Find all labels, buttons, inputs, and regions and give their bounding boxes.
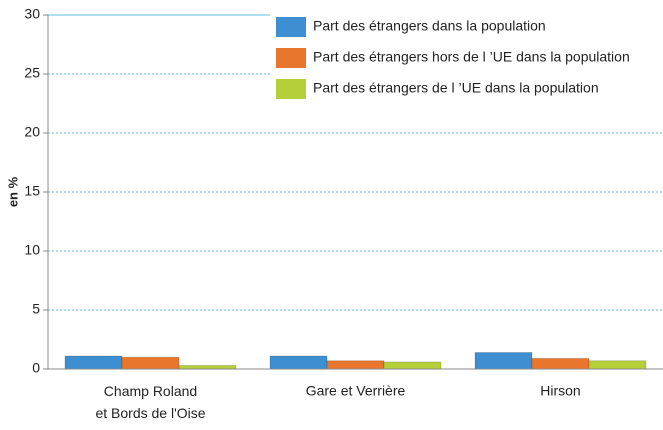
bar (326, 360, 385, 370)
bar (121, 356, 180, 370)
y-tick-label: 5 (32, 301, 40, 317)
y-tick-label: 15 (24, 183, 40, 199)
legend-label: Part des étrangers dans la population (313, 18, 546, 34)
bar (383, 361, 442, 370)
bar (588, 360, 647, 370)
y-axis-label: en % (5, 176, 20, 207)
legend-swatch (276, 79, 306, 99)
legend-label: Part des étrangers hors de l ’UE dans la… (313, 49, 630, 65)
x-tick-label: Hirson (540, 383, 580, 399)
x-tick-label: Champ Roland et Bords de l'Oise (95, 383, 205, 421)
bar (474, 351, 533, 370)
y-tick-label: 10 (24, 242, 40, 258)
legend-label: Part des étrangers de l ’UE dans la popu… (313, 80, 599, 96)
y-tick-label: 20 (24, 124, 40, 140)
x-tick-label: Gare et Verrière (306, 383, 406, 399)
bar (178, 364, 237, 370)
bar (64, 355, 123, 370)
y-tick-label: 0 (32, 360, 40, 376)
legend-swatch (276, 17, 306, 37)
legend-bg (270, 14, 663, 106)
y-tick-label: 30 (24, 6, 40, 22)
bar (531, 357, 590, 370)
legend-swatch (276, 48, 306, 68)
y-tick-label: 25 (24, 65, 40, 81)
bar (269, 355, 328, 370)
